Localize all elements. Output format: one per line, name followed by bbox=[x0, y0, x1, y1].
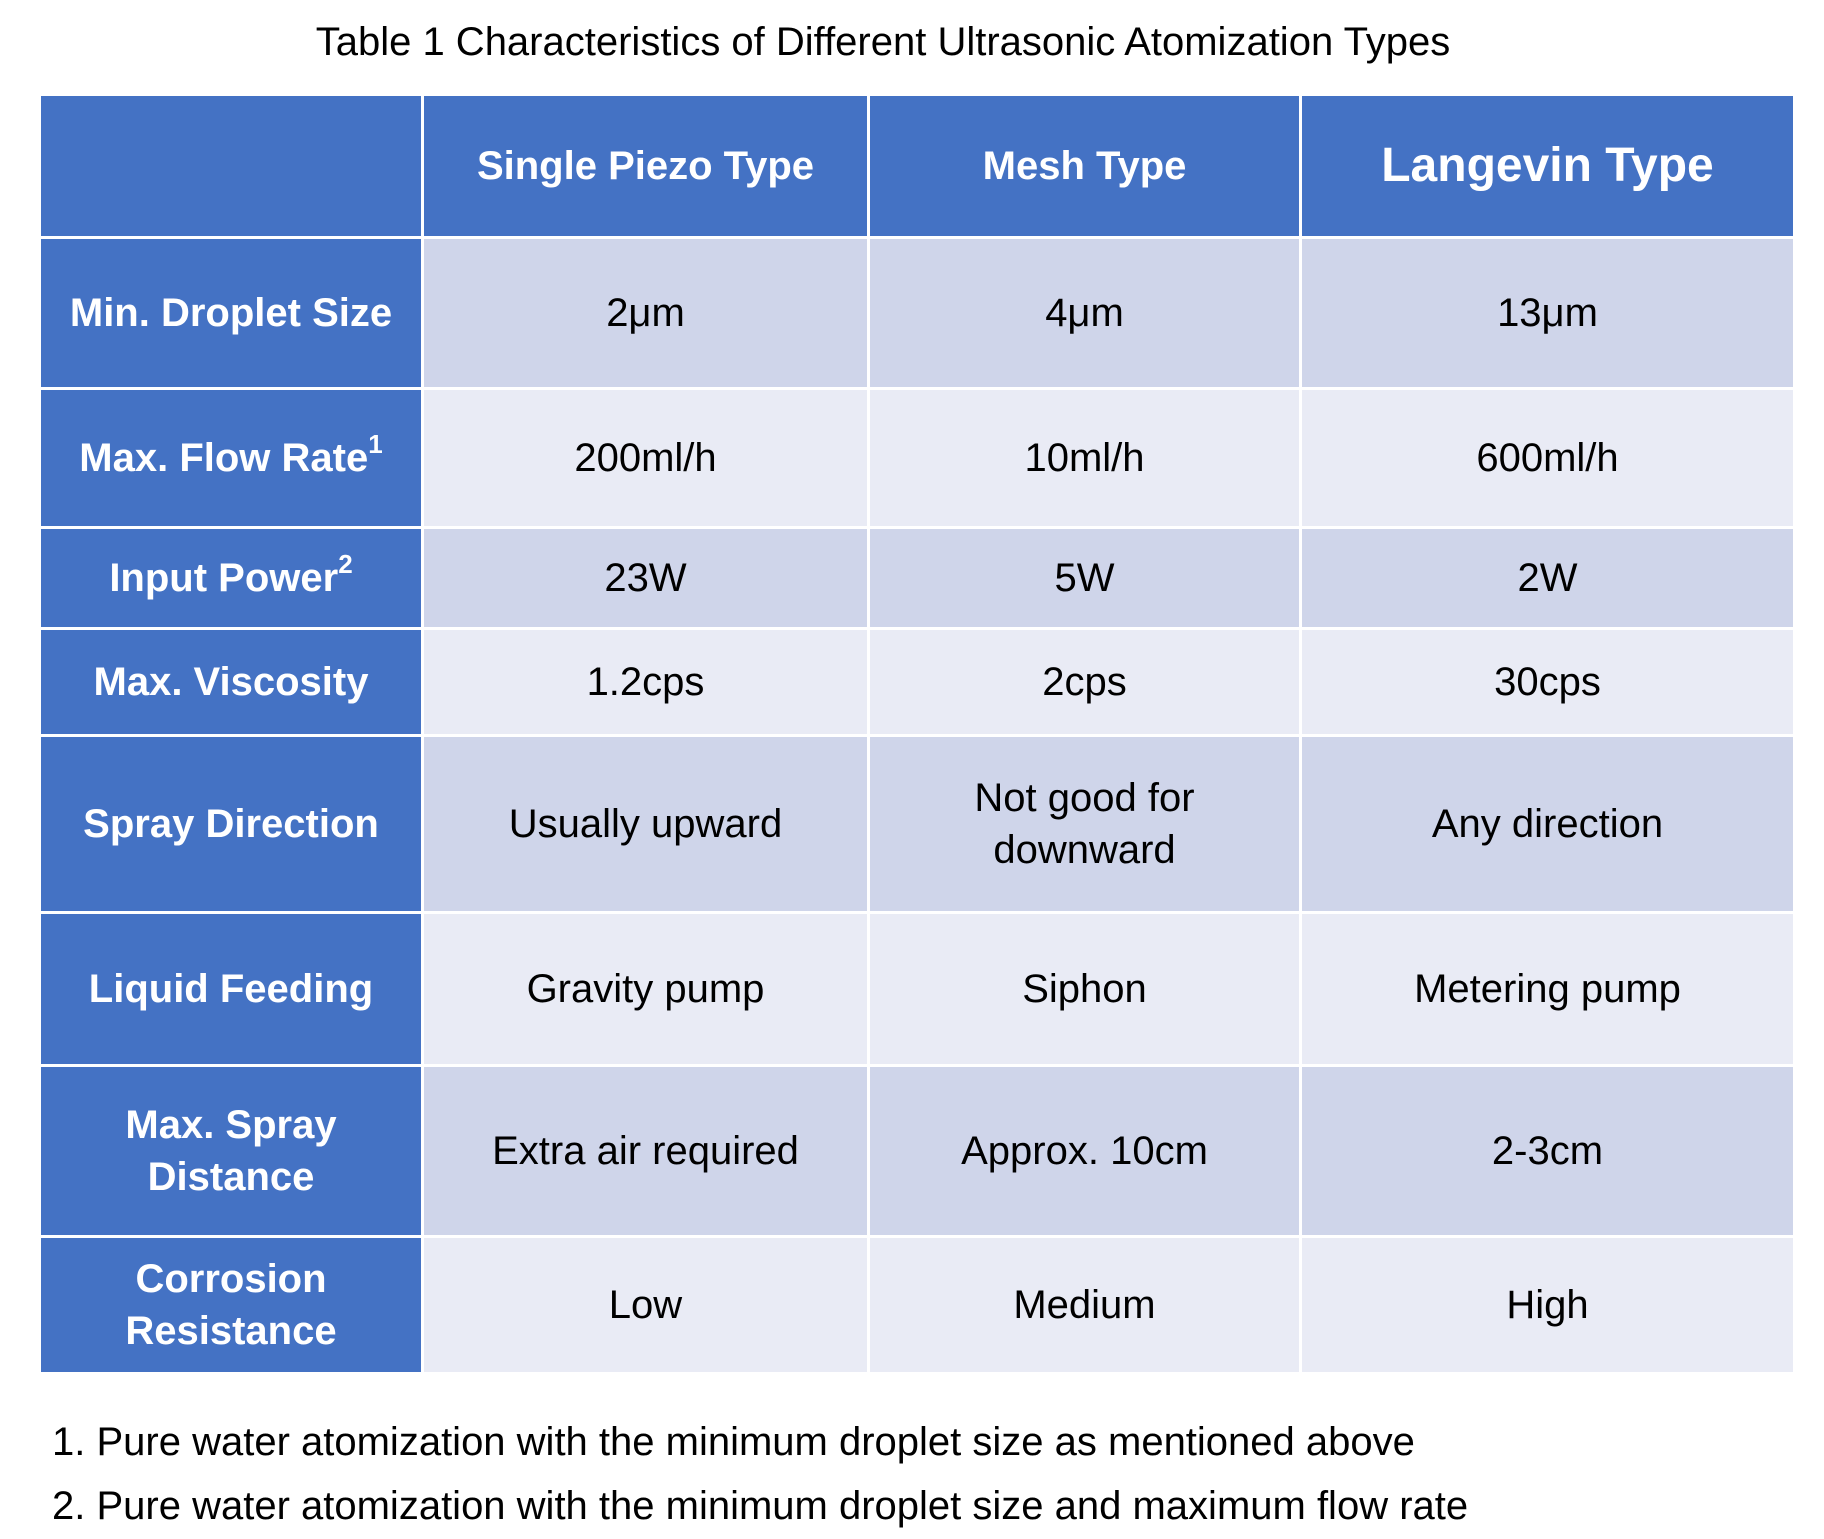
footnote-marker: 2 bbox=[338, 548, 353, 579]
row-label-max-viscosity: Max. Viscosity bbox=[41, 630, 421, 734]
table-cell: 4μm bbox=[870, 239, 1299, 387]
row-label-max-spray-distance: Max. Spray Distance bbox=[41, 1067, 421, 1235]
table-cell: Approx. 10cm bbox=[870, 1067, 1299, 1235]
footnote-2: 2. Pure water atomization with the minim… bbox=[52, 1484, 1469, 1528]
table-title: Table 1 Characteristics of Different Ult… bbox=[315, 20, 1451, 64]
table-cell: Gravity pump bbox=[424, 914, 867, 1064]
footnotes: 1. Pure water atomization with the minim… bbox=[52, 1410, 1772, 1538]
header-langevin: Langevin Type bbox=[1302, 96, 1793, 236]
table-cell: Usually upward bbox=[424, 737, 867, 911]
table-cell: Any direction bbox=[1302, 737, 1793, 911]
table-cell: Siphon bbox=[870, 914, 1299, 1064]
table-cell: High bbox=[1302, 1238, 1793, 1372]
table-cell: 2cps bbox=[870, 630, 1299, 734]
table-cell: 10ml/h bbox=[870, 390, 1299, 526]
table-cell: 13μm bbox=[1302, 239, 1793, 387]
row-label-liquid-feeding: Liquid Feeding bbox=[41, 914, 421, 1064]
table-cell: Not good for downward bbox=[870, 737, 1299, 911]
row-label-spray-direction: Spray Direction bbox=[41, 737, 421, 911]
characteristics-table: Single Piezo Type Mesh Type Langevin Typ… bbox=[41, 96, 1793, 1386]
row-label-min-droplet-size: Min. Droplet Size bbox=[41, 239, 421, 387]
table-cell: Extra air required bbox=[424, 1067, 867, 1235]
header-single-piezo: Single Piezo Type bbox=[424, 96, 867, 236]
table-cell: 23W bbox=[424, 529, 867, 627]
row-label-input-power: Input Power2 bbox=[41, 529, 421, 627]
row-label-corrosion-resistance: Corrosion Resistance bbox=[41, 1238, 421, 1372]
table-cell: 2-3cm bbox=[1302, 1067, 1793, 1235]
table-cell: 5W bbox=[870, 529, 1299, 627]
table-cell: Low bbox=[424, 1238, 867, 1372]
footnote-1: 1. Pure water atomization with the minim… bbox=[52, 1420, 1415, 1464]
table-cell: 2μm bbox=[424, 239, 867, 387]
row-label-max-flow-rate: Max. Flow Rate1 bbox=[41, 390, 421, 526]
footnote-marker: 1 bbox=[368, 428, 383, 459]
header-corner-cell bbox=[41, 96, 421, 236]
table-cell: Medium bbox=[870, 1238, 1299, 1372]
table-cell: 2W bbox=[1302, 529, 1793, 627]
table-cell: 200ml/h bbox=[424, 390, 867, 526]
table-cell: 1.2cps bbox=[424, 630, 867, 734]
table-cell: 30cps bbox=[1302, 630, 1793, 734]
table-cell: 600ml/h bbox=[1302, 390, 1793, 526]
table-cell: Metering pump bbox=[1302, 914, 1793, 1064]
header-mesh: Mesh Type bbox=[870, 96, 1299, 236]
